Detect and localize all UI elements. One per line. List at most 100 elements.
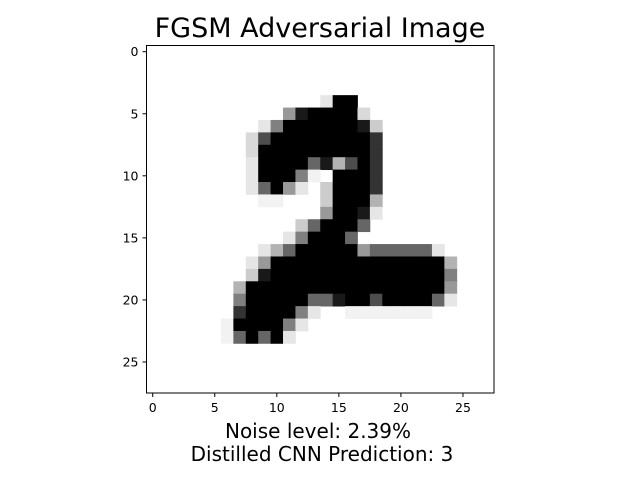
pixel: [295, 182, 309, 195]
pixel: [345, 194, 358, 208]
pixel: [258, 244, 272, 257]
pixel: [258, 268, 272, 282]
pixel: [345, 157, 358, 171]
pixel: [407, 268, 420, 282]
pixel: [233, 330, 247, 344]
x-tick-label: 20: [393, 400, 409, 415]
pixel: [283, 268, 296, 282]
pixel: [270, 244, 284, 257]
pixel: [307, 293, 321, 307]
pixel: [307, 256, 321, 270]
x-tick-label: 25: [455, 400, 471, 415]
pixel: [295, 219, 309, 233]
pixel: [245, 293, 259, 307]
pixel: [258, 318, 272, 332]
pixel: [332, 231, 346, 245]
pixel: [307, 231, 321, 245]
pixel: [332, 182, 346, 195]
pixel: [245, 132, 259, 146]
pixel: [320, 256, 334, 270]
pixel: [283, 169, 296, 183]
noise-level-caption: Noise level: 2.39%: [225, 419, 411, 443]
x-axis: 0 5 10 15 20 25: [149, 393, 471, 415]
pixel: [307, 132, 321, 146]
pixel: [283, 231, 296, 245]
pixel: [258, 119, 272, 133]
pixel: [245, 157, 259, 171]
pixel: [307, 244, 321, 257]
pixel: [369, 132, 383, 146]
pixel: [345, 306, 358, 319]
pixel: [419, 268, 433, 282]
pixel: [357, 206, 371, 220]
pixel: [283, 119, 296, 133]
pixel: [419, 256, 433, 270]
pixel: [345, 144, 358, 158]
pixel: [357, 144, 371, 158]
pixel: [283, 256, 296, 270]
pixel: [270, 306, 284, 319]
pixel: [295, 293, 309, 307]
pixel: [245, 256, 259, 270]
y-tick-label: 20: [123, 292, 139, 307]
pixel: [345, 132, 358, 146]
axes-frame: [146, 45, 495, 394]
y-tick-label: 15: [123, 230, 139, 245]
pixel: [345, 95, 358, 108]
pixel: [419, 293, 433, 307]
pixel: [258, 144, 272, 158]
pixel: [419, 244, 433, 257]
pixel: [295, 144, 309, 158]
pixel: [444, 256, 458, 270]
pixel: [369, 119, 383, 133]
pixel: [320, 231, 334, 245]
pixel: [307, 119, 321, 133]
pixel: [270, 281, 284, 295]
pixel: [283, 244, 296, 257]
pixel: [332, 219, 346, 233]
pixel: [382, 281, 396, 295]
pixel: [233, 306, 247, 319]
pixel: [332, 132, 346, 146]
pixel: [382, 244, 396, 257]
pixel: [320, 95, 334, 108]
pixel: [407, 293, 420, 307]
pixel: [320, 132, 334, 146]
pixel: [394, 281, 408, 295]
pixel: [307, 157, 321, 171]
y-tick-label: 10: [123, 168, 139, 183]
pixel: [258, 256, 272, 270]
pixel: [332, 144, 346, 158]
pixel: [369, 268, 383, 282]
pixel: [270, 194, 284, 208]
pixel: [369, 157, 383, 171]
pixel: [407, 244, 420, 257]
pixel: [295, 244, 309, 257]
chart-title: FGSM Adversarial Image: [155, 13, 486, 44]
pixel: [283, 330, 296, 344]
pixel: [444, 281, 458, 295]
pixel: [283, 144, 296, 158]
pixel: [295, 157, 309, 171]
pixel: [295, 132, 309, 146]
pixel: [320, 107, 334, 121]
pixel: [245, 318, 259, 332]
y-tick-label: 5: [131, 106, 139, 121]
pixel: [307, 144, 321, 158]
pixel: [295, 169, 309, 183]
pixel: [394, 306, 408, 319]
pixel: [357, 157, 371, 171]
pixel: [258, 330, 272, 344]
pixel: [245, 268, 259, 282]
x-tick-label: 0: [149, 400, 157, 415]
pixel: [295, 268, 309, 282]
image-pixels: [220, 95, 458, 344]
pixel: [382, 256, 396, 270]
pixel: [307, 169, 321, 183]
pixel: [345, 293, 358, 307]
pixel: [307, 306, 321, 319]
pixel: [332, 95, 346, 108]
pixel: [332, 281, 346, 295]
pixel: [307, 268, 321, 282]
